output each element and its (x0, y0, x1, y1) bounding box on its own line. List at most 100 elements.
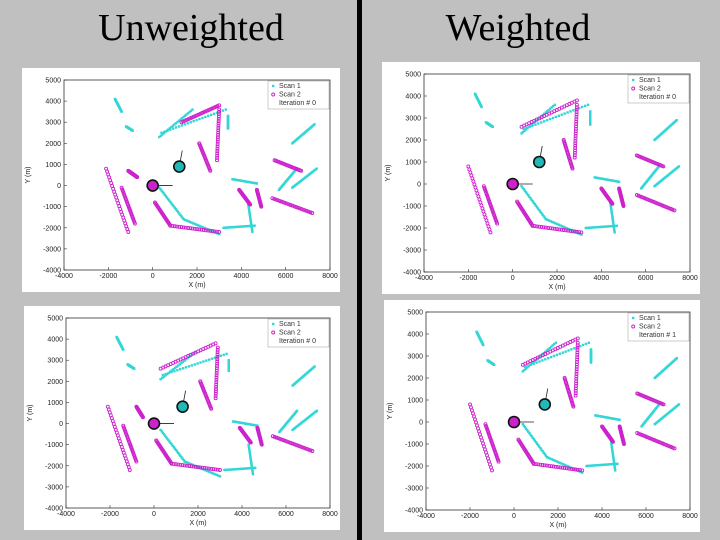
scan-1-point (570, 348, 573, 351)
scan-1-point (173, 123, 176, 126)
y-tick-label: 0 (417, 182, 421, 189)
scan-1-point (578, 344, 582, 348)
scan-2-point (546, 225, 551, 230)
scan-1-point (614, 462, 618, 466)
legend-marker-scan-2 (271, 330, 276, 335)
scan-2-point (574, 112, 579, 117)
x-tick-label: -4000 (55, 273, 73, 280)
scan-1-point (250, 224, 253, 227)
scan-1-point (616, 462, 619, 465)
scan-2-point (574, 372, 579, 376)
scan-1-point (611, 451, 614, 454)
x-tick-label: 6000 (278, 273, 294, 280)
scan-2-point (193, 464, 198, 469)
scan-2-point (203, 228, 208, 233)
scan-1-point (608, 225, 611, 228)
scan-1-point (600, 463, 604, 467)
scan-2-point (284, 201, 289, 206)
scan-1-point (587, 226, 590, 229)
scan-1-point (537, 444, 540, 447)
scan-1-point (580, 105, 584, 109)
scan-1-point (171, 203, 174, 207)
x-axis-label: X (m) (188, 282, 205, 289)
scan-1-point (159, 134, 163, 137)
scan-2-point (535, 224, 540, 229)
scan-1-point (606, 463, 609, 466)
x-tick-label: 2000 (189, 273, 205, 280)
scan-2-point (178, 462, 183, 467)
scan-2-point (189, 464, 194, 469)
scan-1-point (167, 371, 170, 375)
scan-1-point (182, 218, 185, 221)
y-tick-label: -3000 (45, 484, 63, 491)
scan-1-point (210, 113, 213, 117)
scan-2-point (567, 466, 571, 471)
scan-1-point (247, 206, 250, 210)
y-tick-label: 1000 (47, 400, 63, 407)
scan-2-point (204, 466, 209, 471)
plot-frame (425, 311, 691, 511)
scan-2-point (672, 446, 677, 451)
scan-1-point (613, 462, 616, 465)
x-tick-label: -4000 (57, 511, 75, 518)
scan-1-point (533, 359, 536, 363)
scan-1-point (534, 123, 537, 126)
scan-1-point (610, 208, 613, 212)
scan-1-point (535, 361, 538, 364)
scan-1-point (186, 461, 190, 465)
scan-2-point (216, 116, 221, 121)
scan-1-point (573, 347, 576, 350)
scan-1-point (491, 125, 494, 128)
scan-2-point (575, 340, 580, 345)
scan-1-point (586, 226, 589, 230)
scan-2-point (191, 464, 196, 469)
scan-1-point (543, 216, 547, 219)
scan-2-point (610, 201, 615, 206)
scan-2-point (560, 465, 565, 470)
x-tick-label: 8000 (682, 275, 698, 282)
scan-1-point (250, 222, 253, 226)
scan-2-point (196, 465, 200, 470)
scan-1-point (173, 369, 176, 373)
scan-1-point (190, 221, 193, 224)
scan-2-point (303, 446, 308, 451)
scan-2-point (177, 224, 182, 229)
scan-1-point (186, 356, 189, 360)
scan-2-point (213, 389, 218, 394)
scan-2-point (573, 138, 578, 143)
y-axis-label: Y (m) (385, 165, 392, 182)
scan-2-point (573, 143, 578, 148)
scan-2-point (306, 447, 311, 452)
scan-1-point (530, 435, 533, 438)
y-axis-label: Y (m) (27, 405, 34, 422)
scan-2-point (171, 462, 176, 466)
legend-label: Scan 2 (639, 86, 661, 93)
title-unweighted: Unweighted (98, 7, 284, 49)
scan-1-point (231, 468, 234, 471)
scan-2-point (214, 370, 219, 375)
scan-2-point (552, 226, 557, 231)
scan-1-point (611, 214, 614, 217)
y-tick-label: -4000 (43, 268, 61, 275)
scan-2-point (214, 229, 219, 234)
scan-1-point (158, 135, 161, 139)
scan-2-point (575, 467, 580, 472)
scan-1-point (247, 205, 250, 208)
scan-1-point (195, 118, 198, 122)
y-tick-label: -3000 (405, 486, 423, 493)
scan-1-point (614, 469, 617, 472)
scan-1-point (611, 448, 614, 451)
scan-1-point (540, 121, 543, 124)
scan-1-point (233, 468, 236, 471)
title-weighted: Weighted (445, 7, 591, 49)
scan-1-point (675, 357, 678, 360)
scan-1-point (248, 467, 251, 470)
scan-1-point (587, 341, 590, 344)
scan-1-point (164, 195, 168, 198)
scan-1-point (578, 106, 581, 110)
scan-2-point (214, 382, 219, 387)
scan-1-point (558, 461, 561, 464)
scan-1-point (251, 473, 255, 476)
scan-1-point (198, 117, 201, 121)
scan-1-point (245, 467, 248, 470)
